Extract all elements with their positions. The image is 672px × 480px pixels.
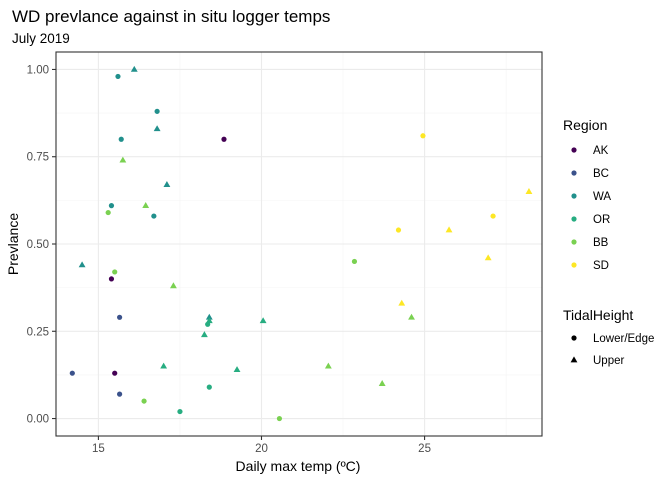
y-axis-title: Prevlance [5, 213, 21, 275]
legend-key-wa [571, 193, 577, 199]
data-point-sd-lower [395, 227, 402, 233]
data-point-sd-upper [525, 188, 533, 194]
data-point-wa-lower [151, 213, 157, 219]
data-point-wa-upper [163, 181, 171, 187]
legend-label-ak: AK [593, 145, 609, 157]
data-point-or-lower [177, 408, 183, 415]
data-point-or-upper [205, 317, 213, 324]
data-point-wa-upper [130, 65, 138, 72]
shape-legend-title: TidalHeight [563, 307, 633, 323]
y-tick-label: 0.25 [27, 326, 49, 338]
legend-key-or [571, 216, 577, 222]
data-point-or-upper [259, 317, 267, 324]
data-point-bb-lower [276, 415, 283, 422]
data-point-bb-lower [141, 398, 147, 404]
data-point-bb-lower [112, 269, 118, 275]
x-tick-label: 20 [255, 443, 268, 455]
data-point-or-upper [233, 366, 241, 373]
chart-subtitle: July 2019 [12, 31, 70, 46]
data-point-sd-lower [490, 213, 496, 219]
legend-label-wa: WA [593, 191, 611, 203]
data-point-bb-lower [351, 258, 358, 265]
data-point-sd-upper [484, 254, 492, 261]
data-point-bb-lower [105, 209, 111, 216]
data-point-sd-upper [445, 226, 453, 233]
legend-key-bc [571, 170, 577, 176]
data-point-bb-upper [142, 202, 150, 208]
legend-key-sd [571, 262, 577, 268]
data-point-bc-lower [117, 314, 123, 320]
data-point-bb-upper [170, 282, 177, 289]
data-point-sd-lower [420, 133, 426, 139]
x-axis-title: Daily max temp (ºC) [236, 458, 361, 474]
data-point-bb-upper [324, 362, 332, 369]
legend-label-bb: BB [593, 237, 609, 249]
legend-label-circle: Lower/Edge [593, 333, 654, 345]
data-points [69, 65, 533, 422]
legend-label-triangle: Upper [593, 355, 624, 367]
data-point-sd-upper [398, 299, 406, 306]
legend: Region TidalHeight AK BC WA OR BB SD Lower/Edg… [563, 117, 654, 367]
axis-ticks: 15 20 25 0.00 0.25 0.50 0.75 1.00 [27, 64, 431, 455]
legend-label-sd: SD [593, 260, 609, 272]
y-tick-label: 1.00 [27, 64, 49, 76]
y-tick-label: 0.50 [27, 239, 49, 251]
data-point-wa-lower [108, 203, 115, 209]
data-point-ak-lower [108, 276, 115, 282]
data-point-or-lower [206, 384, 212, 390]
chart-title: WD prevlance against in situ logger temp… [12, 7, 330, 26]
data-point-wa-lower [118, 136, 124, 142]
legend-label-bc: BC [593, 168, 609, 180]
legend-shape-circle [571, 335, 577, 341]
legend-key-bb [571, 239, 577, 245]
legend-key-ak [571, 147, 577, 153]
data-point-ak-lower [221, 136, 227, 142]
y-tick-label: 0.75 [27, 152, 49, 164]
grid [56, 52, 542, 436]
data-point-or-upper [160, 362, 168, 369]
legend-label-or: OR [593, 214, 610, 226]
data-point-or-upper [200, 331, 208, 338]
data-point-wa-upper [205, 313, 213, 320]
x-tick-label: 25 [418, 443, 431, 455]
data-point-bb-upper [408, 313, 415, 320]
data-point-wa-upper [153, 125, 161, 132]
data-point-bb-upper [378, 380, 386, 386]
data-point-wa-lower [154, 108, 160, 114]
data-point-or-lower [205, 321, 211, 327]
data-point-wa-lower [115, 73, 121, 80]
data-point-wa-upper [78, 261, 86, 268]
data-point-bc-lower [69, 370, 75, 376]
color-legend-title: Region [563, 117, 607, 133]
legend-shape-triangle [570, 356, 578, 363]
x-tick-label: 15 [92, 443, 105, 455]
data-point-bb-upper [119, 156, 127, 163]
y-tick-label: 0.00 [27, 414, 49, 426]
data-point-ak-lower [112, 370, 118, 376]
data-point-bc-lower [117, 391, 123, 397]
